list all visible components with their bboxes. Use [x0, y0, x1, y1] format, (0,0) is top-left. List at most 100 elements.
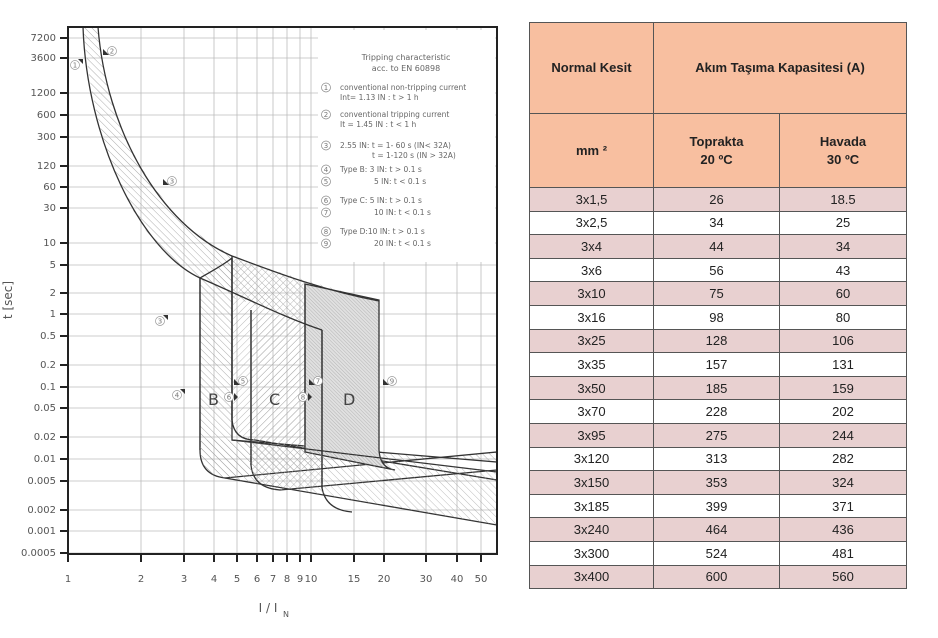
- legend-number: 2: [324, 111, 328, 119]
- legend-number-badge: [321, 238, 331, 249]
- cell-toprakta: 464: [653, 517, 780, 542]
- y-tick-label: 0.5: [40, 331, 56, 342]
- y-axis-ticks: 7200 3600 1200 600 300 120 60 30 10 5 2 1 0.5 0.2 0.1 0…: [21, 33, 68, 559]
- marker-number: 3: [170, 178, 174, 186]
- marker-number: 5: [241, 378, 245, 386]
- legend-number-badge: [321, 176, 331, 187]
- table-row: 3x50 185 159: [529, 375, 908, 400]
- x-tick-label: 2: [138, 574, 144, 585]
- cell-toprakta: 353: [653, 470, 780, 495]
- header-toprakta-temp: 20 ºC: [700, 151, 733, 167]
- cell-kesit: 3x300: [529, 540, 654, 565]
- marker-flag-icon: [309, 379, 315, 385]
- cell-kesit: 3x4: [529, 234, 654, 259]
- marker-number: 4: [175, 392, 180, 400]
- table-row: 3x6 56 43: [529, 257, 908, 282]
- cell-toprakta: 98: [653, 304, 780, 330]
- legend-box: [318, 30, 495, 262]
- marker-badge-6: [224, 392, 234, 402]
- marker-badge-5: [238, 376, 248, 386]
- curve-markers: 1 2 3 3 4 5 6 7 8 9: [70, 46, 397, 402]
- legend-number-badge: [321, 164, 331, 175]
- cell-toprakta: 157: [653, 352, 780, 377]
- marker-badge-7: [313, 376, 323, 386]
- y-tick-label: 5: [50, 260, 56, 271]
- x-tick-label: 10: [305, 574, 318, 585]
- zone-c-label: C: [269, 390, 280, 409]
- cell-toprakta: 313: [653, 446, 780, 471]
- marker-flag-icon: [78, 59, 83, 64]
- y-tick-label: 0.005: [27, 476, 56, 487]
- legend-number-badge: [321, 207, 331, 218]
- x-axis-title-subscript: N: [283, 610, 289, 619]
- legend-line: Type B: 3 IN: t > 0.1 s: [339, 165, 422, 174]
- legend-line: Type C: 5 IN: t > 0.1 s: [339, 196, 422, 205]
- legend-line-2: t = 1-120 s (IN > 32A): [372, 151, 456, 160]
- cell-havada: 34: [778, 234, 908, 259]
- marker-flag-icon: [234, 393, 238, 401]
- zone-b-label: B: [208, 390, 219, 409]
- x-tick-label: 5: [234, 574, 240, 585]
- marker-number: 3: [158, 318, 162, 326]
- cell-havada: 282: [778, 446, 908, 471]
- cell-havada: 131: [778, 352, 908, 377]
- cell-havada: 60: [778, 281, 908, 306]
- legend-number: 6: [324, 197, 329, 205]
- legend-number: 1: [324, 84, 328, 92]
- legend-number: 7: [324, 209, 328, 217]
- header-toprakta: Toprakta 20 ºC: [653, 113, 780, 188]
- table-row: 3x10 75 60: [529, 281, 908, 306]
- y-tick-label: 0.001: [27, 526, 56, 537]
- cell-kesit: 3x16: [529, 304, 654, 330]
- legend-line: conventional non-tripping current: [340, 83, 466, 92]
- y-tick-label: 0.0005: [21, 548, 56, 559]
- table-row: 3x400 600 560: [529, 564, 908, 590]
- cell-havada: 436: [778, 517, 908, 542]
- header-havada-temp: 30 ºC: [826, 151, 860, 167]
- legend-line: 2.55 IN: t = 1- 60 s (IN< 32A): [340, 141, 451, 150]
- x-tick-label: 3: [181, 574, 187, 585]
- cell-kesit: 3x35: [529, 352, 654, 377]
- marker-badge-8: [298, 392, 308, 402]
- legend-number-badge: [321, 109, 331, 120]
- y-tick-label: 1200: [31, 88, 56, 99]
- y-tick-label: 600: [37, 110, 56, 121]
- marker-badge-9: [387, 376, 397, 386]
- marker-badge-3: [155, 316, 165, 326]
- legend: Tripping characteristic acc. to EN 60898 1…: [321, 53, 466, 249]
- table-row: 3x35 157 131: [529, 352, 908, 377]
- table-row: 3x1,5 26 18.5: [529, 187, 908, 212]
- table-body: 3x1,5 26 18.5 3x2,5 34 25 3x4 44 34 3x6 56 43 3x10 75…: [529, 187, 908, 590]
- y-tick-label: 0.1: [40, 382, 56, 393]
- table-row: 3x4 44 34: [529, 234, 908, 259]
- cell-kesit: 3x400: [529, 564, 654, 590]
- header-havada-label: Havada: [819, 133, 867, 149]
- marker-number: 9: [390, 378, 394, 386]
- cell-kesit: 3x1,5: [529, 187, 654, 212]
- x-tick-label: 7: [270, 574, 276, 585]
- cell-toprakta: 128: [653, 328, 780, 353]
- table-row: 3x150 353 324: [529, 470, 908, 495]
- legend-line: 10 IN: t < 0.1 s: [374, 208, 431, 217]
- marker-flag-icon: [103, 49, 109, 55]
- cell-kesit: 3x50: [529, 375, 654, 400]
- legend-line-2: Int= 1.13 IN : t > 1 h: [340, 93, 419, 102]
- header-normal-kesit: Normal Kesit: [529, 22, 654, 114]
- legend-number: 3: [324, 142, 328, 150]
- thermal-upper-curve: [97, 26, 380, 302]
- marker-flag-icon: [163, 315, 168, 320]
- cell-kesit: 3x70: [529, 399, 654, 424]
- plot-frame: [67, 26, 498, 555]
- cell-havada: 324: [778, 470, 908, 495]
- table-row: 3x25 128 106: [529, 328, 908, 353]
- legend-number: 9: [324, 240, 328, 248]
- legend-number-badge: [321, 195, 331, 206]
- cell-kesit: 3x10: [529, 281, 654, 306]
- table-row: 3x185 399 371: [529, 493, 908, 518]
- legend-title-line1: Tripping characteristic: [361, 53, 451, 62]
- x-tick-label: 4: [211, 574, 217, 585]
- cell-kesit: 3x95: [529, 422, 654, 448]
- thermal-lower-curve: [82, 26, 323, 331]
- x-tick-label: 6: [254, 574, 260, 585]
- cell-kesit: 3x2,5: [529, 210, 654, 235]
